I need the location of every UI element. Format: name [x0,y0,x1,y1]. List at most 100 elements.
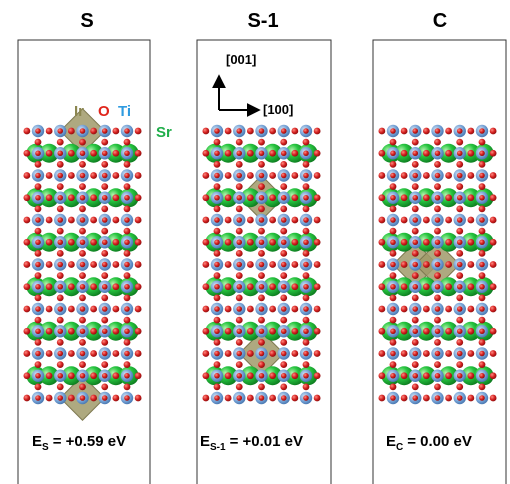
o-atom [235,227,243,235]
o-atom [269,216,277,224]
o-atom [235,138,243,146]
o-atom [236,372,243,379]
o-atom [213,383,221,391]
o-atom [67,172,75,179]
o-atom [35,306,41,312]
o-atom [124,395,130,401]
o-atom [45,350,53,357]
o-atom [280,239,287,246]
o-atom [302,183,310,191]
o-atom [224,149,232,157]
o-atom [479,328,485,335]
panel-title-c: C [433,10,447,32]
o-atom [456,150,463,157]
o-atom [134,216,142,224]
o-atom [101,239,108,246]
o-atom [34,205,42,213]
o-atom [467,194,475,202]
o-atom [269,172,277,179]
o-atom [258,227,265,235]
svg-text:EC= 0.00 eV: EC = 0.00 eV [386,433,472,453]
o-atom [411,138,419,146]
o-atom [378,149,386,157]
o-atom [112,261,120,268]
o-atom [400,327,408,335]
o-atom [213,160,221,168]
o-atom [67,394,75,402]
o-atom [445,238,453,246]
o-atom [412,261,419,268]
o-atom [478,183,486,191]
o-atom [412,372,419,379]
axis-100-label: [100] [263,102,293,117]
o-atom [489,394,497,402]
o-atom [79,338,86,346]
o-atom [280,383,288,391]
o-atom [79,205,86,213]
element-legend: Ir O Ti Sr [74,103,172,141]
o-atom [456,316,464,324]
legend-sr: Sr [156,124,172,141]
o-atom [79,172,86,179]
o-atom [90,305,98,313]
o-atom [280,160,288,168]
o-atom [246,238,254,246]
o-atom [224,216,232,224]
o-atom [434,338,441,346]
o-atom [34,138,42,146]
o-atom [79,372,86,379]
o-atom [213,138,221,146]
o-atom [411,316,419,324]
o-atom [67,305,75,313]
o-atom [302,249,310,257]
o-atom [124,128,130,134]
o-atom [412,239,419,246]
o-atom [434,372,441,379]
o-atom [79,383,86,391]
o-atom [478,338,486,346]
o-atom [291,194,299,202]
o-atom [445,216,453,224]
o-atom [302,227,310,235]
o-atom [269,372,277,380]
o-atom [34,160,42,168]
o-atom [45,327,53,335]
o-atom [389,138,397,146]
o-atom [214,306,220,312]
o-atom [456,160,464,168]
o-atom [390,194,396,201]
o-atom [390,395,396,401]
o-atom [313,350,321,357]
o-atom [79,306,86,312]
o-atom [236,239,243,246]
o-atom [23,350,31,357]
o-atom [112,305,120,313]
o-atom [236,306,243,312]
o-atom [422,127,430,135]
o-atom [412,328,419,335]
o-atom [101,160,109,168]
o-atom [489,350,497,357]
o-atom [67,261,75,268]
o-atom [134,238,142,246]
o-atom [79,150,86,157]
o-atom [378,350,386,357]
o-atom [214,128,220,134]
o-atom [291,238,299,246]
o-atom [23,283,31,291]
o-atom [34,383,42,391]
o-atom [124,372,130,379]
o-atom [202,283,210,291]
o-atom [313,327,321,335]
o-atom [134,350,142,357]
o-atom [411,294,419,302]
o-atom [400,194,408,202]
o-atom [456,128,463,134]
svg-text:ES= +0.59 eV: ES = +0.59 eV [32,433,126,453]
o-atom [489,372,497,380]
o-atom [303,239,309,246]
energy-symbol-s: E [32,433,42,450]
lattice-panel-s [23,108,142,421]
o-atom [101,194,108,201]
o-atom [489,216,497,224]
